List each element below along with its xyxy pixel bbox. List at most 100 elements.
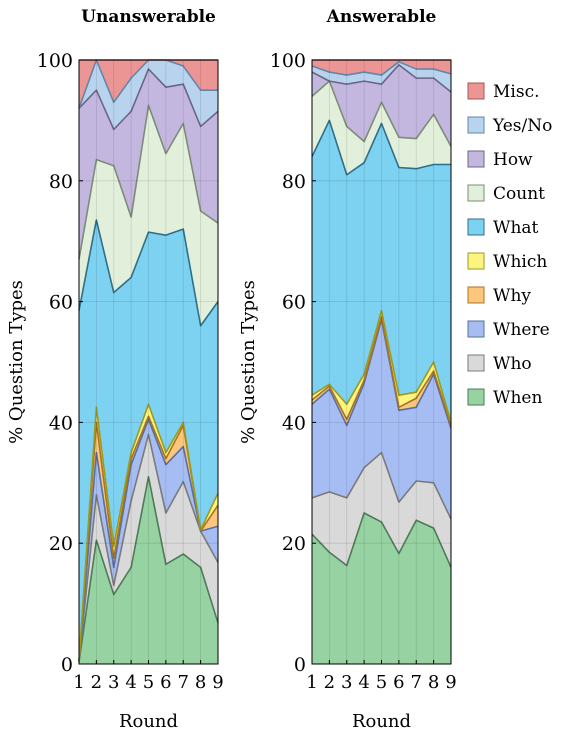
- y-tick-label: 80: [49, 171, 73, 193]
- legend-label: Misc.: [493, 82, 540, 102]
- legend-swatch: [467, 252, 485, 270]
- legend-item-yes-no: Yes/No: [467, 116, 552, 136]
- legend-swatch: [467, 184, 485, 202]
- legend-item-where: Where: [467, 320, 550, 340]
- line-how: [78, 68, 219, 131]
- y-tick-label: 0: [294, 654, 306, 676]
- legend-label: Which: [493, 252, 547, 272]
- x-tick-label: 6: [160, 672, 171, 693]
- stacked-areas: [79, 60, 218, 664]
- x-tick-label: 7: [178, 672, 189, 693]
- legend-item-when: When: [467, 388, 542, 408]
- legend-swatch: [467, 82, 485, 100]
- y-tick-label: 20: [49, 533, 73, 555]
- y-tick-label: 40: [49, 412, 73, 434]
- legend-swatch: [467, 354, 485, 372]
- chart-answerable: 0 20 40 60 80 100 1 2 3 4 5 6 7 8 9 Answerable Round % Qu…: [238, 7, 457, 732]
- line-which: [311, 309, 452, 423]
- x-tick-label: 1: [306, 672, 317, 693]
- x-tick-label: 1: [73, 672, 84, 693]
- area-what: [312, 120, 451, 423]
- legend: Misc. Yes/No How Count What Which Why Where Who W…: [464, 74, 563, 414]
- series-lines: [311, 59, 452, 568]
- area-misc: [79, 60, 218, 109]
- legend-item-what: What: [467, 218, 539, 238]
- x-tick-label: 2: [91, 672, 102, 693]
- legend-swatch: [467, 388, 485, 406]
- area-misc: [312, 60, 451, 76]
- line-who: [78, 433, 219, 662]
- legend-label: Yes/No: [492, 116, 552, 136]
- line-what: [311, 119, 451, 176]
- chart-title: Answerable: [326, 7, 437, 27]
- x-axis-label: Round: [352, 711, 411, 732]
- legend-label: Why: [493, 286, 531, 306]
- area-what: [79, 220, 218, 661]
- legend-label: Where: [493, 320, 550, 340]
- legend-label: What: [493, 218, 539, 238]
- x-tick-label: 7: [411, 672, 422, 693]
- legend-swatch: [467, 286, 485, 304]
- area-which: [312, 310, 451, 426]
- area-where: [79, 419, 218, 661]
- area-how: [79, 69, 218, 260]
- legend-swatch: [467, 320, 485, 338]
- y-tick-label: 60: [282, 292, 306, 314]
- y-tick-label: 0: [61, 654, 73, 676]
- stacked-areas: [312, 60, 451, 664]
- y-tick-label: 100: [37, 50, 73, 72]
- y-tick-labels: 0 20 40 60 80 100: [270, 50, 316, 676]
- line-count: [311, 80, 452, 147]
- legend-label: When: [493, 388, 542, 408]
- legend-label: Who: [493, 354, 532, 374]
- area-when: [79, 476, 218, 664]
- legend-swatch: [467, 218, 485, 236]
- area-count: [312, 81, 451, 175]
- area-why: [312, 316, 451, 429]
- x-tick-label: 3: [341, 672, 352, 693]
- x-axis-label: Round: [119, 711, 178, 732]
- legend-item-why: Why: [467, 286, 531, 306]
- x-tick-label: 8: [195, 672, 206, 693]
- legend-item-how: How: [467, 150, 533, 170]
- line-where: [78, 418, 219, 662]
- legend-swatch: [467, 150, 485, 168]
- chart-title: Unanswerable: [81, 7, 216, 27]
- area-count: [79, 105, 218, 326]
- y-tick-label: 60: [49, 292, 73, 314]
- legend-swatch: [467, 116, 485, 134]
- legend-item-count: Count: [467, 184, 545, 204]
- x-tick-label: 9: [445, 672, 456, 693]
- legend-item-who: Who: [467, 354, 532, 374]
- line-how: [311, 64, 452, 93]
- area-where: [312, 319, 451, 520]
- x-tick-label: 4: [358, 672, 369, 693]
- line-which: [78, 403, 219, 662]
- x-tick-label: 2: [324, 672, 335, 693]
- y-axis-label: % Question Types: [6, 280, 27, 444]
- y-axis-label: % Question Types: [238, 280, 259, 444]
- line-why: [311, 315, 452, 426]
- area-yes-no: [79, 60, 218, 130]
- x-tick-label: 5: [376, 672, 387, 693]
- line-yes-no: [311, 61, 452, 76]
- x-tick-label: 3: [108, 672, 119, 693]
- y-tick-labels: 0 20 40 60 80 100: [37, 50, 83, 676]
- x-tick-label: 6: [393, 672, 404, 693]
- y-tick-label: 80: [282, 171, 306, 193]
- legend-label: How: [493, 150, 533, 170]
- line-when: [311, 512, 452, 568]
- legend-item-misc: Misc.: [467, 82, 540, 102]
- y-tick-label: 100: [270, 50, 306, 72]
- x-tick-label: 9: [212, 672, 223, 693]
- y-tick-label: 40: [282, 412, 306, 434]
- x-tick-label: 8: [428, 672, 439, 693]
- x-tick-label: 5: [143, 672, 154, 693]
- y-tick-label: 20: [282, 533, 306, 555]
- legend-label: Count: [493, 184, 545, 204]
- area-when: [312, 513, 451, 664]
